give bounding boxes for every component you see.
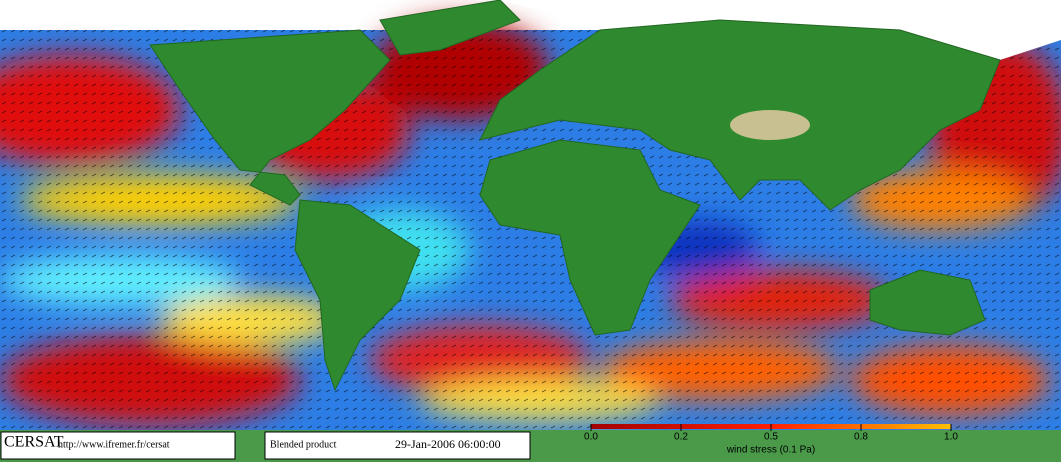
- logo: CERSAT: [4, 434, 64, 451]
- colorbar-tick-label: 0.2: [674, 432, 688, 443]
- url: http://www.ifremer.fr/cersat: [58, 439, 170, 450]
- footer: CERSAT http://www.ifremer.fr/cersat Blen…: [0, 424, 951, 460]
- product: Blended product: [270, 439, 337, 450]
- colorbar-label: wind stress (0.1 Pa): [726, 445, 815, 456]
- colorbar-tick-label: 1.0: [944, 432, 958, 443]
- date: 29-Jan-2006 06:00:00: [395, 437, 501, 451]
- colorbar-tick-label: 0.8: [854, 432, 868, 443]
- footer-box: [0, 431, 236, 460]
- colorbar-tick-label: 0.0: [584, 432, 598, 443]
- footer-box: [264, 431, 531, 460]
- colorbar-tick-label: 0.5: [764, 432, 778, 443]
